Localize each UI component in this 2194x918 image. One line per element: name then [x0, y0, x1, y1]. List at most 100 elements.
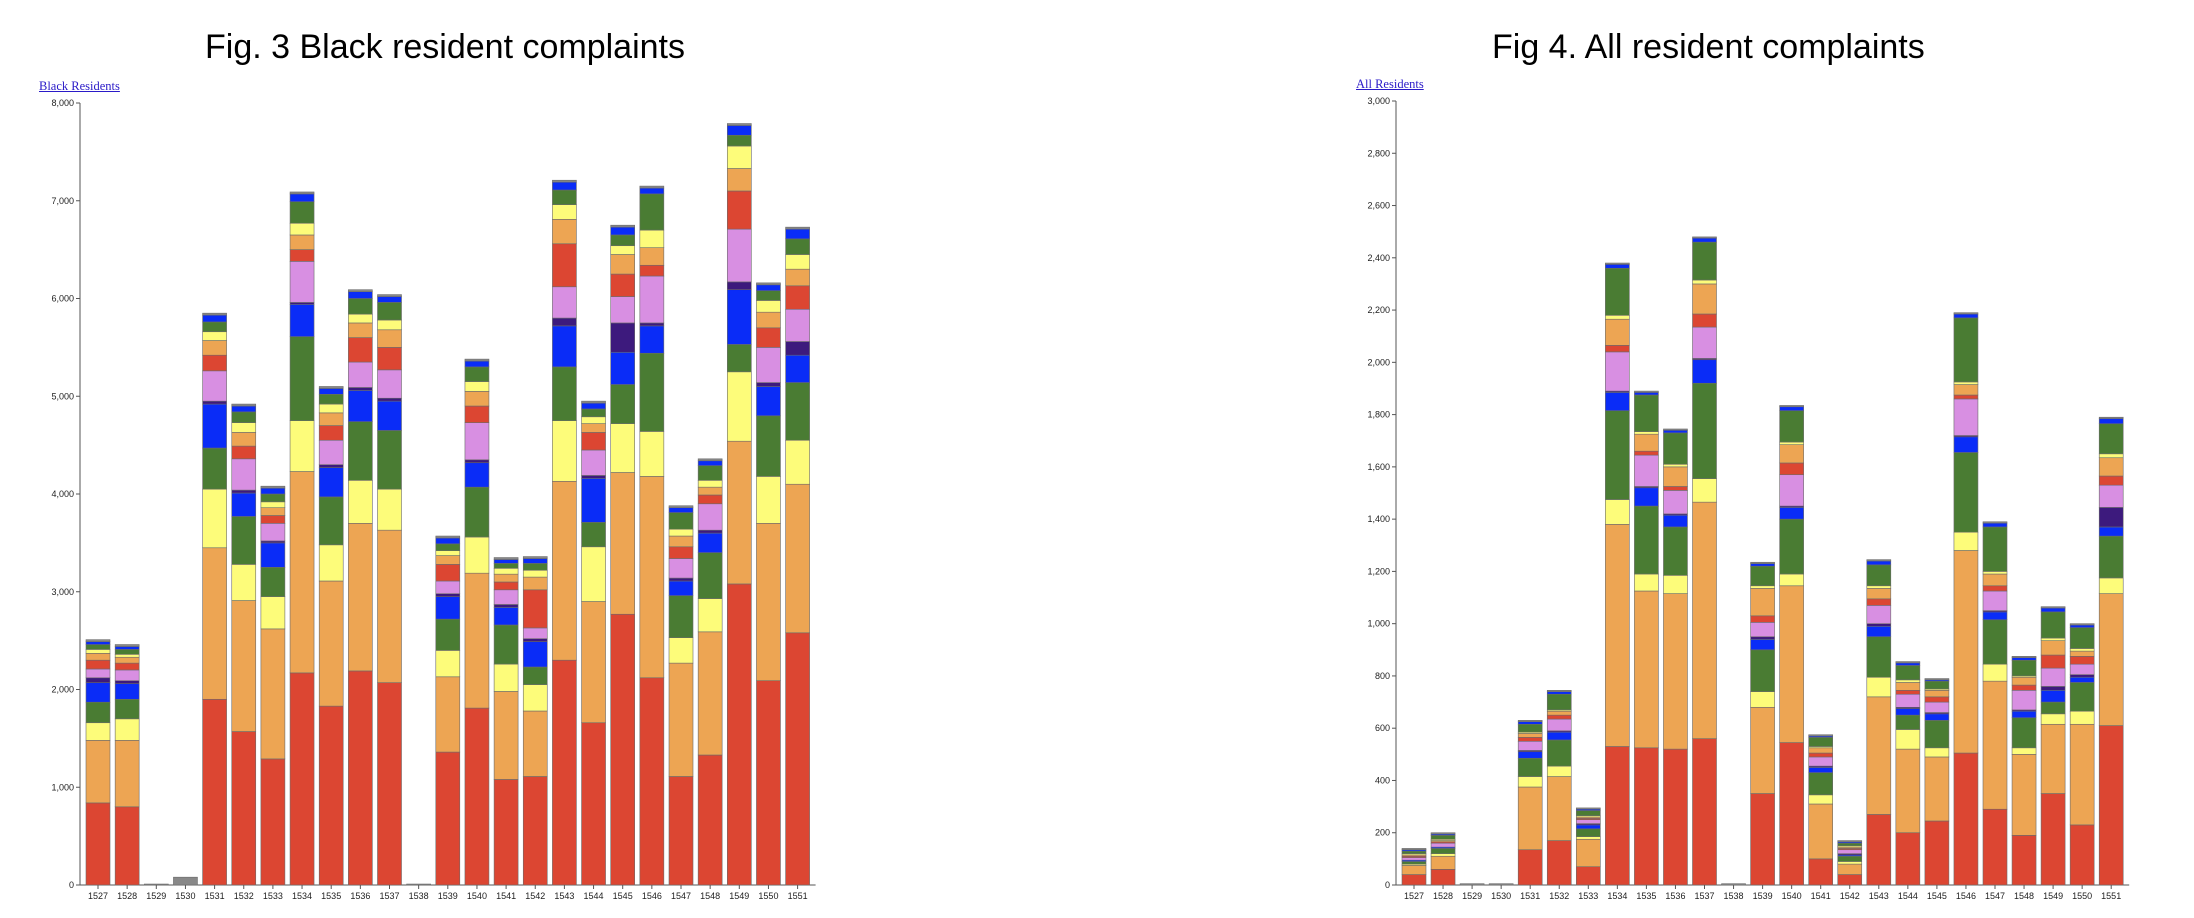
- y-tick-label: 600: [1375, 723, 1390, 733]
- bar-segment: [1895, 682, 1921, 691]
- bar-segment: [1779, 742, 1804, 886]
- y-tick-label: 1,000: [1367, 619, 1390, 629]
- bar-segment: [348, 289, 373, 292]
- bar-segment: [1982, 522, 2008, 528]
- bar-segment: [406, 883, 431, 886]
- bar-segment: [2040, 640, 2066, 656]
- bar-segment: [1924, 756, 1950, 822]
- y-tick-label: 0: [69, 880, 74, 890]
- bar-segment: [1895, 665, 1921, 681]
- bar-segment: [1517, 740, 1543, 751]
- bar-segment: [348, 361, 373, 388]
- bar-segment: [377, 329, 402, 348]
- bar-segment: [1575, 828, 1601, 837]
- bar-segment: [552, 480, 577, 661]
- bar-segment: [2040, 637, 2066, 641]
- bar-segment: [1430, 835, 1456, 840]
- bar-segment: [726, 583, 752, 886]
- bar-segment: [1924, 690, 1950, 698]
- bar-segment: [2098, 577, 2124, 594]
- legend-link[interactable]: All Residents: [1356, 77, 1424, 91]
- bar-segment: [2069, 723, 2095, 826]
- y-tick-label: 1,600: [1367, 462, 1390, 472]
- bar-segment: [552, 179, 577, 183]
- bar-segment: [756, 300, 781, 313]
- bar-segment: [85, 653, 111, 661]
- bar-segment: [289, 222, 315, 236]
- bar-segment: [552, 219, 577, 245]
- bar-segment: [726, 134, 752, 147]
- bar-segment: [435, 593, 461, 597]
- x-tick-label: 1542: [525, 891, 545, 901]
- bar-segment: [668, 535, 694, 548]
- bar-segment: [1750, 565, 1775, 587]
- bar-segment: [1779, 406, 1804, 411]
- bar-segment: [1546, 693, 1572, 711]
- bar-segment: [581, 522, 606, 548]
- x-tick-label: 1529: [1462, 891, 1482, 901]
- chart-title: Fig. 3 Black resident complaints: [205, 28, 685, 66]
- bar-segment: [668, 595, 694, 638]
- bar-segment: [726, 145, 752, 169]
- bar-segment: [785, 238, 810, 255]
- bar-segment: [231, 458, 257, 491]
- bar-segment: [2040, 607, 2066, 613]
- bar-segment: [1779, 441, 1804, 445]
- bar-segment: [2011, 656, 2037, 658]
- bar-segment: [1692, 279, 1717, 285]
- bar-segment: [668, 505, 694, 508]
- bar-segment: [522, 776, 548, 886]
- bar-segment: [114, 698, 140, 720]
- x-tick-label: 1535: [321, 891, 341, 901]
- bar-segment: [581, 432, 606, 451]
- bar-segment: [1430, 869, 1456, 886]
- bar-segment: [318, 412, 344, 426]
- bar-segment: [1750, 639, 1775, 651]
- bar-segment: [260, 507, 286, 516]
- bar-segment: [552, 420, 577, 482]
- legend-link[interactable]: Black Residents: [39, 79, 120, 93]
- bar-segment: [1895, 708, 1921, 716]
- bar-segment: [260, 596, 286, 630]
- bar-segment: [552, 204, 577, 220]
- bar-segment: [1575, 824, 1601, 830]
- bar-segment: [639, 264, 665, 277]
- bar-segment: [726, 281, 752, 291]
- bar-segment: [1895, 832, 1921, 886]
- x-tick-label: 1537: [1694, 891, 1714, 901]
- bar-segment: [2098, 453, 2124, 459]
- bar-segment: [522, 710, 548, 777]
- x-tick-label: 1541: [496, 891, 516, 901]
- bar-segment: [522, 558, 548, 564]
- y-tick-label: 2,000: [1367, 357, 1390, 367]
- bar-segment: [610, 384, 636, 424]
- bar-segment: [1517, 786, 1543, 851]
- bar-segment: [1895, 693, 1921, 708]
- y-tick-label: 1,400: [1367, 514, 1390, 524]
- bar-segment: [2011, 754, 2037, 836]
- bar-segment: [318, 425, 344, 441]
- bar-segment: [1517, 733, 1543, 738]
- bar-segment: [1866, 676, 1892, 698]
- bar-segment: [1924, 701, 1950, 713]
- bar-segment: [1517, 723, 1543, 733]
- bar-segment: [1546, 691, 1572, 695]
- bar-segment: [1663, 466, 1688, 487]
- bar-segment: [202, 321, 227, 333]
- bar-segment: [639, 322, 665, 327]
- bar-segment: [1663, 748, 1688, 886]
- bar-segment: [114, 646, 140, 650]
- x-tick-label: 1540: [1782, 891, 1802, 901]
- x-tick-label: 1533: [263, 891, 283, 901]
- x-tick-label: 1532: [234, 891, 254, 901]
- x-tick-label: 1534: [292, 891, 312, 901]
- bar-segment: [581, 546, 606, 602]
- bar-segment: [1663, 432, 1688, 465]
- bar-segment: [610, 226, 636, 236]
- bar-segment: [1953, 317, 1979, 383]
- x-tick-label: 1527: [1404, 891, 1424, 901]
- bar-segment: [1750, 636, 1775, 640]
- bar-segment: [1953, 452, 1979, 533]
- bar-segment: [1779, 474, 1804, 507]
- bar-segment: [1401, 850, 1427, 854]
